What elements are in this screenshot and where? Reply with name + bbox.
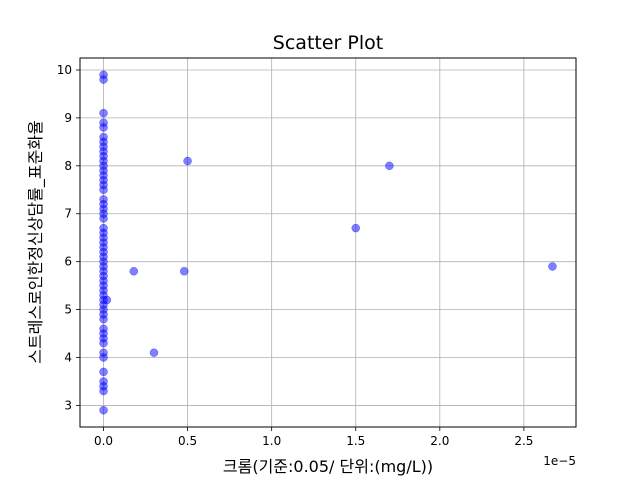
x-tick-label: 0.0 bbox=[94, 434, 113, 448]
data-point bbox=[99, 405, 108, 415]
y-tick-label: 5 bbox=[64, 303, 72, 317]
data-point bbox=[99, 75, 108, 84]
data-point bbox=[548, 262, 557, 271]
data-point bbox=[99, 353, 108, 362]
x-axis-offset-text: 1e−5 bbox=[543, 454, 576, 468]
data-point bbox=[129, 267, 139, 276]
data-point bbox=[179, 267, 189, 276]
y-axis-label: 스트레스로인한정신상담률_표준화율 bbox=[26, 120, 46, 364]
data-point bbox=[99, 214, 108, 223]
data-point bbox=[351, 223, 360, 233]
data-point bbox=[183, 156, 192, 166]
y-tick-label: 4 bbox=[64, 351, 72, 365]
x-tick-label: 0.5 bbox=[178, 434, 197, 448]
y-tick-label: 3 bbox=[64, 398, 72, 412]
data-point bbox=[99, 123, 108, 132]
x-tick-label: 1.0 bbox=[262, 434, 281, 448]
data-point bbox=[99, 185, 108, 195]
data-point bbox=[99, 314, 108, 324]
data-point bbox=[99, 367, 108, 377]
data-points bbox=[99, 70, 557, 415]
y-tick-label: 6 bbox=[64, 255, 72, 269]
chart-title: Scatter Plot bbox=[273, 32, 383, 54]
data-point bbox=[102, 295, 112, 305]
data-point bbox=[149, 348, 159, 357]
plot-frame bbox=[79, 57, 577, 428]
data-point bbox=[99, 108, 108, 118]
x-axis-label: 크롬(기준:0.05/ 단위:(mg/L)) bbox=[223, 457, 433, 476]
x-tick-label: 2.0 bbox=[430, 434, 449, 448]
y-tick-label: 9 bbox=[64, 111, 72, 125]
x-axis-ticks: 0.0 0.5 1.0 1.5 2.0 2.5 bbox=[94, 427, 533, 448]
y-tick-label: 8 bbox=[64, 159, 72, 173]
grid-lines bbox=[80, 58, 576, 427]
data-point bbox=[385, 161, 394, 171]
x-tick-label: 2.5 bbox=[514, 434, 533, 448]
data-point bbox=[99, 386, 108, 396]
data-point bbox=[99, 338, 108, 348]
y-axis-ticks: 3 4 5 6 7 8 9 10 bbox=[57, 63, 80, 412]
y-tick-label: 10 bbox=[57, 63, 72, 77]
x-tick-label: 1.5 bbox=[346, 434, 365, 448]
y-tick-label: 7 bbox=[64, 207, 72, 221]
